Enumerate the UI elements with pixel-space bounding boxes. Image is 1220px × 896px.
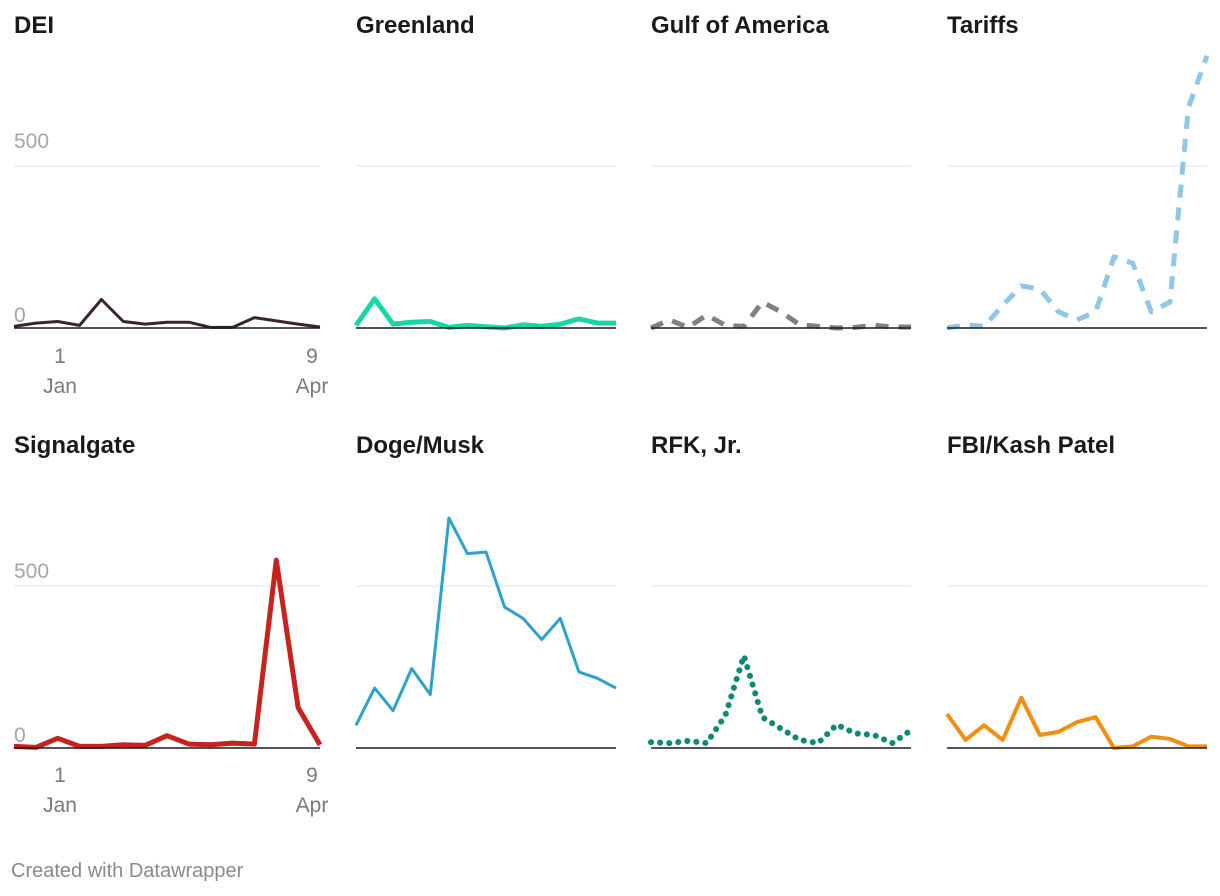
- panel-2: Greenland: [353, 12, 616, 331]
- series-line: [354, 516, 617, 726]
- panel-4: Tariffs: [946, 12, 1210, 331]
- panel-6: Doge/Musk: [354, 432, 617, 749]
- y-tick-label-500: 500: [14, 130, 49, 153]
- series-line: [946, 54, 1210, 331]
- panel-title: DEI: [14, 12, 54, 39]
- x-tick-day: 1: [54, 764, 66, 787]
- series-line: [650, 299, 911, 331]
- y-tick-label-500: 500: [14, 560, 49, 583]
- y-tick-label-0: 0: [14, 304, 26, 327]
- panel-title: Greenland: [356, 12, 475, 39]
- panel-1: DEI 500 0 1 Jan 9 Apr: [13, 12, 329, 398]
- datawrapper-credit: Created with Datawrapper: [11, 860, 244, 882]
- y-tick-label-0: 0: [14, 724, 26, 747]
- x-tick-day: 9: [306, 764, 318, 787]
- x-tick-month: Apr: [296, 794, 329, 817]
- panel-title: FBI/Kash Patel: [947, 432, 1115, 459]
- panel-title: RFK, Jr.: [651, 432, 742, 459]
- panel-8: FBI/Kash Patel: [945, 432, 1207, 750]
- x-tick-month: Apr: [296, 375, 329, 398]
- panel-title: Doge/Musk: [356, 432, 485, 459]
- panel-5: Signalgate 500 0 1 Jan 9 Apr: [13, 432, 329, 817]
- series-line: [945, 695, 1207, 750]
- series-line: [13, 298, 321, 329]
- panel-title: Gulf of America: [651, 12, 829, 39]
- x-tick-day: 9: [306, 345, 318, 368]
- panel-3: Gulf of America: [650, 12, 911, 331]
- series-line: [13, 557, 323, 750]
- panel-title: Signalgate: [14, 432, 135, 459]
- x-tick-day: 1: [54, 345, 66, 368]
- panel-7: RFK, Jr.: [648, 432, 914, 749]
- series-line: [353, 296, 616, 331]
- x-tick-month: Jan: [43, 794, 77, 817]
- x-tick-month: Jan: [43, 375, 77, 398]
- series-line: [648, 652, 914, 747]
- panel-title: Tariffs: [947, 12, 1019, 39]
